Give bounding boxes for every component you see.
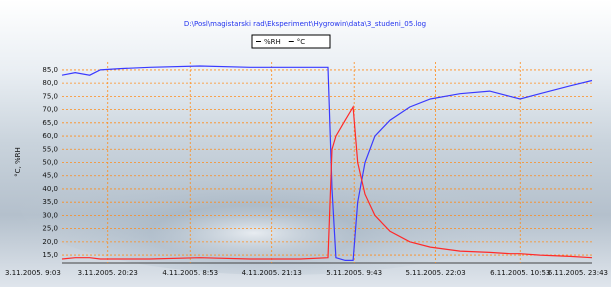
x-tick-label: 6.11.2005. 23:43 [548, 269, 608, 277]
y-tick-label: 60,0 [42, 132, 58, 140]
x-tick-label: 6.11.2005. 10:53 [490, 269, 550, 277]
y-tick-label: 40,0 [42, 185, 58, 193]
y-tick-label: 55,0 [42, 145, 58, 153]
y-tick-label: 65,0 [42, 119, 58, 127]
x-tick-label: 3.11.2005. 9:03 [5, 269, 61, 277]
x-tick-label: 5.11.2005. 22:03 [405, 269, 465, 277]
background-ripple [20, 135, 540, 275]
page: {"chart_data": {"type": "line", "title":… [0, 0, 611, 287]
y-tick-label: 35,0 [42, 198, 58, 206]
chart-title: D:\Posl\magistarski rad\Eksperiment\Hygr… [184, 20, 426, 28]
y-tick-label: 45,0 [42, 172, 58, 180]
y-tick-label: 15,0 [42, 251, 58, 259]
legend-label: %RH [264, 38, 281, 46]
y-tick-label: 70,0 [42, 106, 58, 114]
y-tick-label: 75,0 [42, 92, 58, 100]
y-axis-label: °C, %RH [14, 147, 22, 177]
x-tick-label: 5.11.2005. 9:43 [326, 269, 382, 277]
y-tick-label: 30,0 [42, 211, 58, 219]
y-tick-label: 25,0 [42, 225, 58, 233]
chart: D:\Posl\magistarski rad\Eksperiment\Hygr… [0, 0, 611, 287]
y-tick-label: 20,0 [42, 238, 58, 246]
x-tick-label: 4.11.2005. 8:53 [162, 269, 218, 277]
y-tick-label: 85,0 [42, 66, 58, 74]
y-tick-label: 80,0 [42, 79, 58, 87]
y-tick-label: 50,0 [42, 159, 58, 167]
legend-label: °C [297, 38, 306, 46]
x-tick-label: 3.11.2005. 20:23 [78, 269, 138, 277]
x-tick-label: 4.11.2005. 21:13 [242, 269, 302, 277]
